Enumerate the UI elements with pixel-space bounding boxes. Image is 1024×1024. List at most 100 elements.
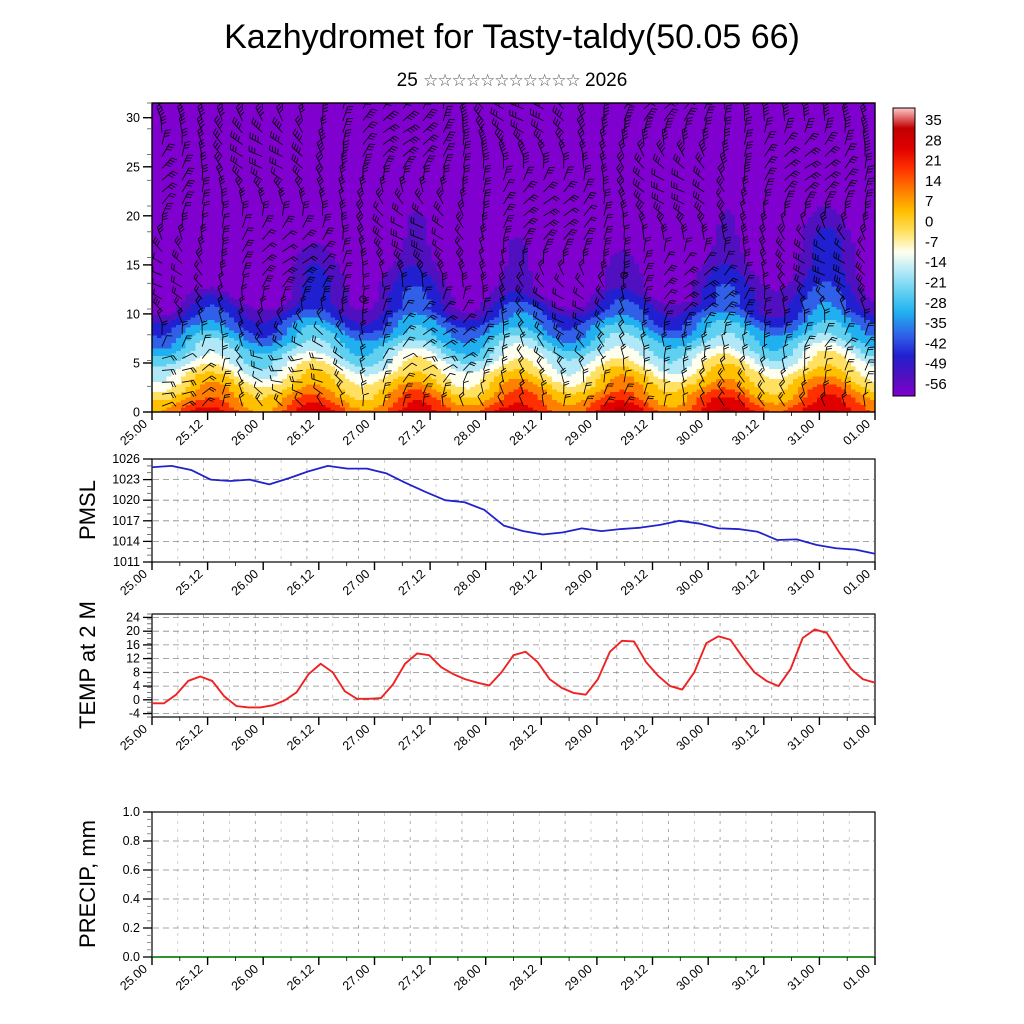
- x-tick-label: 28.00: [451, 567, 484, 598]
- x-tick-label: 29.00: [562, 722, 595, 753]
- x-tick-label: 01.00: [840, 567, 873, 598]
- x-tick-label: 26.12: [284, 567, 317, 598]
- temp-axis-label: TEMP at 2 M: [75, 601, 100, 729]
- x-tick-label: 30.00: [674, 962, 707, 993]
- colorbar-tick-label: 35: [925, 112, 942, 129]
- x-tick-label: 29.12: [618, 567, 651, 598]
- colorbar-tick-label: -56: [925, 376, 947, 393]
- x-tick-label: 27.12: [395, 417, 428, 448]
- y-tick-label: 1020: [112, 493, 140, 507]
- colorbar-tick-label: -7: [925, 234, 938, 251]
- y-tick-label: 1.0: [123, 805, 140, 819]
- x-tick-label: 26.00: [229, 722, 262, 753]
- x-tick-label: 30.12: [729, 567, 762, 598]
- subtitle-day: 25: [397, 70, 418, 91]
- colorbar-tick-label: -49: [925, 356, 947, 373]
- x-tick-label: 28.12: [507, 567, 540, 598]
- x-tick-label: 25.00: [117, 417, 150, 448]
- colorbar-tick-label: -35: [925, 315, 947, 332]
- x-tick-label: 28.12: [507, 962, 540, 993]
- y-tick-label: 1017: [112, 514, 140, 528]
- subtitle-year: 2026: [585, 70, 627, 91]
- y-tick-label: 25: [126, 160, 140, 174]
- x-tick-label: 26.00: [229, 567, 262, 598]
- x-tick-label: 30.12: [729, 417, 762, 448]
- x-tick-label: 31.00: [785, 567, 818, 598]
- x-tick-label: 30.12: [729, 722, 762, 753]
- x-tick-label: 25.00: [117, 962, 150, 993]
- x-tick-label: 30.00: [674, 722, 707, 753]
- y-tick-label: 4: [133, 679, 140, 693]
- x-tick-label: 01.00: [840, 417, 873, 448]
- precip-panel: 0.0 0.2 0.4 0.6 0.8 1.0 25.00 25.12 26.00 26.12 2…: [75, 805, 876, 993]
- y-tick-label: 0.0: [123, 950, 140, 964]
- y-tick-label: 0.8: [123, 834, 140, 848]
- colorbar-tick-label: 7: [925, 193, 933, 210]
- x-tick-label: 26.12: [284, 722, 317, 753]
- x-tick-label: 25.12: [173, 722, 206, 753]
- x-tick-label: 31.00: [785, 417, 818, 448]
- x-tick-label: 28.00: [451, 417, 484, 448]
- colorbar-tick-label: -28: [925, 295, 947, 312]
- x-tick-label: 01.00: [840, 962, 873, 993]
- colorbar-tick-label: 28: [925, 132, 942, 149]
- x-tick-label: 29.00: [562, 567, 595, 598]
- y-tick-label: 16: [126, 638, 140, 652]
- x-tick-label: 27.12: [395, 722, 428, 753]
- subtitle-month-glyphs: ☆☆☆☆☆☆☆☆☆☆☆: [423, 71, 581, 90]
- y-tick-label: 1026: [112, 452, 140, 466]
- colorbar-tick-label: -21: [925, 275, 947, 292]
- x-tick-label: 26.12: [284, 417, 317, 448]
- y-tick-label: 0.2: [123, 921, 140, 935]
- x-tick-label: 25.12: [173, 417, 206, 448]
- y-tick-label: 0.6: [123, 863, 140, 877]
- precip-axis-label: PRECIP, mm: [75, 820, 100, 948]
- y-tick-label: 1023: [112, 473, 140, 487]
- x-tick-label: 27.00: [340, 722, 373, 753]
- y-tick-label: 24: [126, 610, 140, 624]
- x-tick-label: 28.12: [507, 722, 540, 753]
- subtitle: 25 ☆☆☆☆☆☆☆☆☆☆☆ 2026: [0, 70, 1024, 92]
- y-tick-label: 20: [126, 624, 140, 638]
- x-tick-label: 25.12: [173, 962, 206, 993]
- y-tick-label: 1011: [113, 555, 140, 569]
- colorbar-tick-label: 0: [925, 214, 933, 231]
- y-tick-label: 1014: [112, 534, 140, 548]
- x-tick-label: 26.12: [284, 962, 317, 993]
- x-tick-label: 29.12: [618, 722, 651, 753]
- x-tick-label: 27.00: [340, 962, 373, 993]
- x-tick-label: 27.12: [395, 962, 428, 993]
- x-tick-label: 28.00: [451, 962, 484, 993]
- x-tick-label: 31.00: [785, 722, 818, 753]
- x-tick-label: 27.00: [340, 567, 373, 598]
- y-tick-label: 0: [133, 693, 140, 707]
- y-tick-label: 30: [126, 111, 140, 125]
- y-tick-label: 8: [133, 665, 140, 679]
- x-tick-label: 29.12: [618, 417, 651, 448]
- y-tick-label: 10: [126, 307, 140, 321]
- x-tick-label: 25.00: [117, 567, 150, 598]
- x-tick-label: 27.12: [395, 567, 428, 598]
- x-tick-label: 31.00: [785, 962, 818, 993]
- pmsl-panel: 1011 1014 1017 1020 1023 1026 25.00 25.12 26.00…: [75, 452, 876, 598]
- y-tick-label: -4: [129, 707, 140, 721]
- colorbar-tick-label: 21: [925, 153, 942, 170]
- x-tick-label: 30.12: [729, 962, 762, 993]
- x-tick-label: 25.12: [173, 567, 206, 598]
- y-tick-label: 12: [126, 652, 140, 666]
- x-tick-label: 28.12: [507, 417, 540, 448]
- colorbar-tick-label: 14: [925, 173, 942, 190]
- y-tick-label: 0.4: [123, 892, 140, 906]
- y-tick-label: 5: [133, 357, 140, 371]
- page-title: Kazhydromet for Tasty-taldy(50.05 66): [0, 18, 1024, 57]
- x-tick-label: 28.00: [451, 722, 484, 753]
- colorbar: 35 28 21 14 7 0 -7 -14 -21 -28 -35 -42 -49 -56: [892, 107, 947, 397]
- x-tick-label: 25.00: [117, 722, 150, 753]
- x-tick-label: 29.00: [562, 962, 595, 993]
- pmsl-axis-label: PMSL: [75, 480, 100, 540]
- x-tick-label: 30.00: [674, 417, 707, 448]
- x-tick-label: 29.12: [618, 962, 651, 993]
- x-tick-label: 26.00: [229, 962, 262, 993]
